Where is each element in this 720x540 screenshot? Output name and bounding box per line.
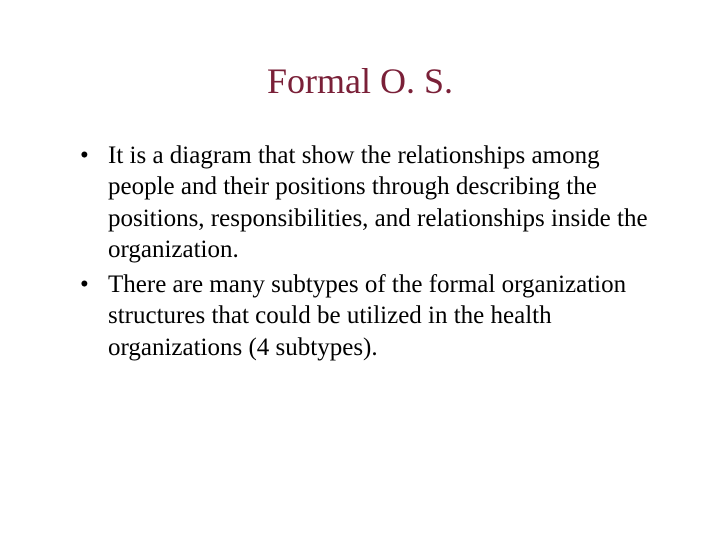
bullet-item: It is a diagram that show the relationsh… — [88, 140, 660, 265]
bullet-list: It is a diagram that show the relationsh… — [60, 140, 660, 363]
bullet-item: There are many subtypes of the formal or… — [88, 269, 660, 363]
slide-title: Formal O. S. — [60, 60, 660, 102]
